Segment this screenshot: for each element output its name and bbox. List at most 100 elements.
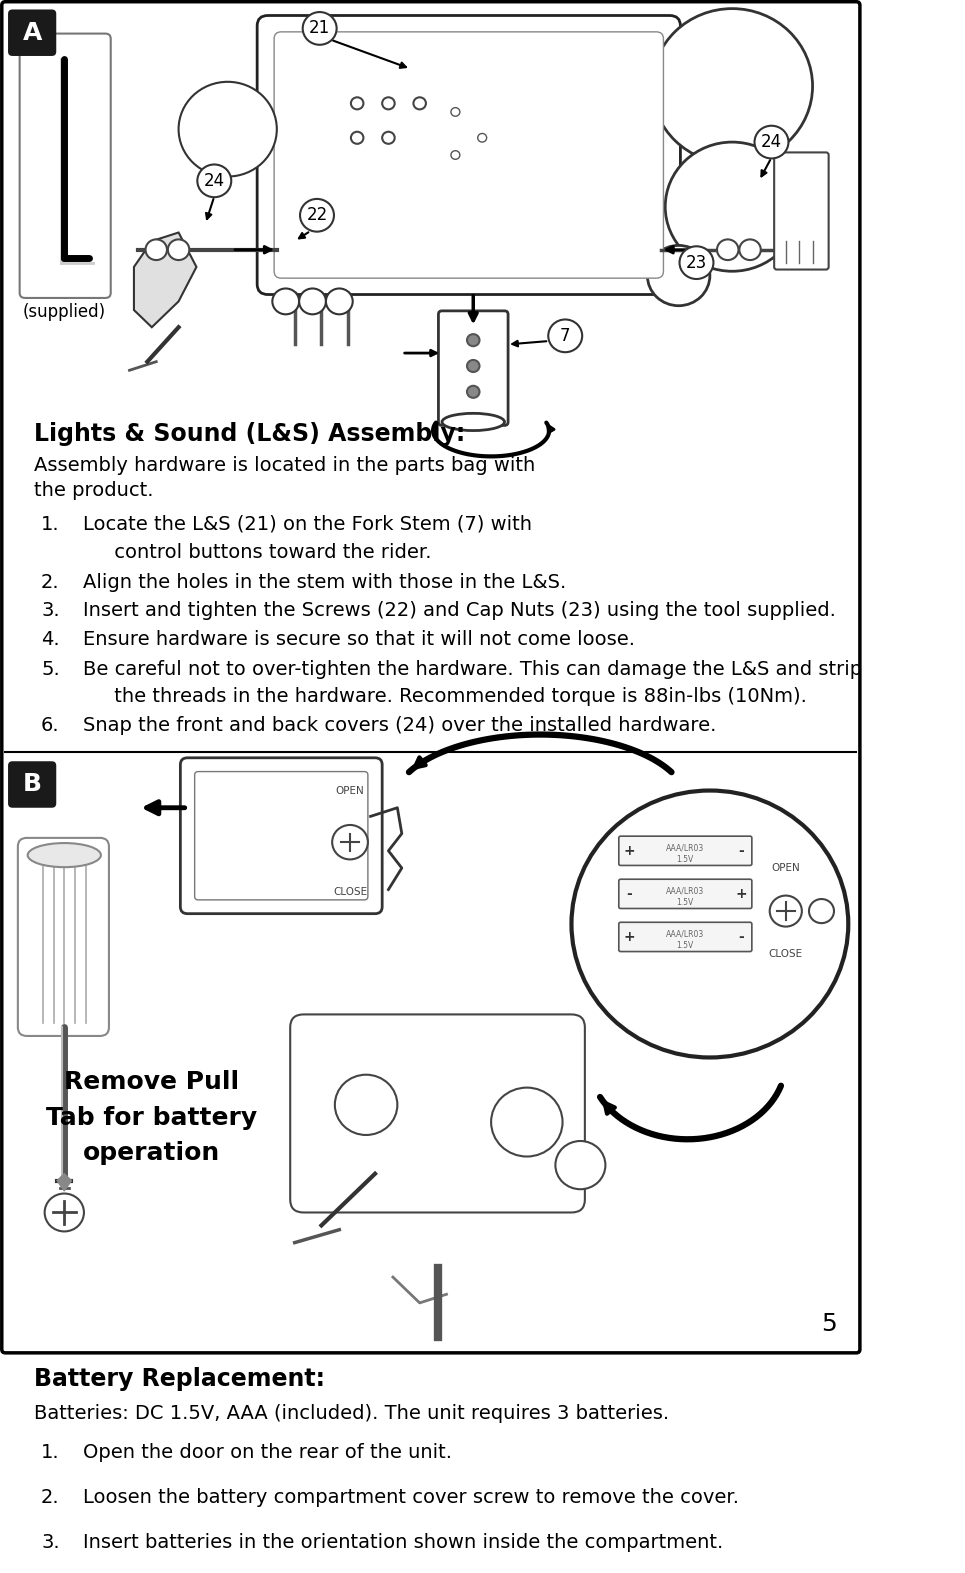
Circle shape — [332, 824, 368, 859]
Circle shape — [326, 288, 352, 315]
Circle shape — [197, 99, 259, 159]
Circle shape — [571, 791, 848, 1057]
FancyBboxPatch shape — [257, 16, 680, 294]
Text: control buttons toward the rider.: control buttons toward the rider. — [83, 543, 431, 562]
Text: B: B — [22, 772, 41, 796]
FancyBboxPatch shape — [619, 837, 752, 865]
Text: 23: 23 — [686, 253, 707, 272]
Text: AAA/LR03: AAA/LR03 — [666, 843, 704, 853]
Text: Be careful not to over-tighten the hardware. This can damage the L&S and strip: Be careful not to over-tighten the hardw… — [83, 659, 862, 678]
Text: 4.: 4. — [41, 631, 60, 650]
Text: 1.5V: 1.5V — [676, 898, 694, 908]
Text: AAA/LR03: AAA/LR03 — [666, 887, 704, 895]
Text: OPEN: OPEN — [771, 864, 800, 873]
Text: Ensure hardware is secure so that it will not come loose.: Ensure hardware is secure so that it wil… — [83, 631, 635, 650]
Circle shape — [491, 1087, 563, 1156]
Text: Assembly hardware is located in the parts bag with: Assembly hardware is located in the part… — [34, 456, 536, 475]
Text: Insert batteries in the orientation shown inside the compartment.: Insert batteries in the orientation show… — [83, 1532, 724, 1553]
Text: 1.: 1. — [41, 514, 60, 533]
Text: 7: 7 — [560, 327, 570, 344]
Text: Open the door on the rear of the unit.: Open the door on the rear of the unit. — [83, 1444, 452, 1463]
Text: Locate the L&S (21) on the Fork Stem (7) with: Locate the L&S (21) on the Fork Stem (7)… — [83, 514, 532, 533]
Circle shape — [300, 198, 334, 231]
Text: Batteries: DC 1.5V, AAA (included). The unit requires 3 batteries.: Batteries: DC 1.5V, AAA (included). The … — [34, 1403, 669, 1422]
Circle shape — [755, 126, 788, 159]
FancyBboxPatch shape — [438, 311, 509, 425]
Circle shape — [351, 132, 364, 143]
Circle shape — [548, 319, 582, 352]
Text: 5.: 5. — [41, 659, 60, 678]
Text: 1.5V: 1.5V — [676, 941, 694, 950]
FancyBboxPatch shape — [8, 761, 56, 809]
Text: 2.: 2. — [41, 1488, 60, 1507]
Polygon shape — [134, 233, 197, 327]
Text: Loosen the battery compartment cover screw to remove the cover.: Loosen the battery compartment cover scr… — [83, 1488, 739, 1507]
FancyBboxPatch shape — [2, 2, 860, 1353]
Circle shape — [556, 1140, 605, 1189]
Text: -: - — [626, 887, 632, 901]
Text: +: + — [623, 930, 635, 944]
Text: the product.: the product. — [34, 480, 153, 500]
Circle shape — [467, 333, 480, 346]
FancyBboxPatch shape — [195, 772, 368, 900]
Circle shape — [467, 360, 480, 371]
Circle shape — [478, 134, 486, 142]
Circle shape — [299, 288, 326, 315]
Circle shape — [382, 132, 395, 143]
Text: -: - — [738, 843, 744, 857]
Circle shape — [451, 107, 460, 116]
FancyBboxPatch shape — [19, 33, 111, 297]
Circle shape — [179, 82, 277, 176]
Circle shape — [168, 239, 189, 260]
Text: -: - — [738, 930, 744, 944]
Circle shape — [809, 900, 834, 923]
Text: 22: 22 — [306, 206, 327, 225]
FancyBboxPatch shape — [619, 879, 752, 909]
Circle shape — [303, 13, 337, 44]
Circle shape — [770, 895, 802, 926]
Polygon shape — [57, 1173, 71, 1191]
Text: Insert and tighten the Screws (22) and Cap Nuts (23) using the tool supplied.: Insert and tighten the Screws (22) and C… — [83, 601, 836, 620]
Text: 3.: 3. — [41, 601, 60, 620]
Circle shape — [335, 1074, 398, 1136]
Circle shape — [413, 98, 426, 110]
Circle shape — [272, 288, 299, 315]
Circle shape — [739, 239, 760, 260]
FancyBboxPatch shape — [180, 758, 382, 914]
Ellipse shape — [442, 414, 505, 431]
Circle shape — [717, 239, 738, 260]
Circle shape — [197, 165, 232, 197]
Circle shape — [351, 98, 364, 110]
FancyBboxPatch shape — [774, 153, 829, 269]
Text: Lights & Sound (L&S) Assembly:: Lights & Sound (L&S) Assembly: — [34, 422, 465, 447]
Circle shape — [211, 113, 244, 145]
Text: 21: 21 — [309, 19, 330, 38]
FancyBboxPatch shape — [18, 838, 109, 1037]
Text: 24: 24 — [761, 134, 782, 151]
Text: A: A — [22, 20, 41, 44]
Text: AAA/LR03: AAA/LR03 — [666, 930, 704, 939]
Text: the threads in the hardware. Recommended torque is 88in-lbs (10Nm).: the threads in the hardware. Recommended… — [83, 687, 807, 706]
Text: CLOSE: CLOSE — [769, 949, 803, 960]
Circle shape — [665, 142, 799, 271]
FancyBboxPatch shape — [8, 9, 56, 57]
Circle shape — [648, 245, 710, 305]
Text: 1.: 1. — [41, 1444, 60, 1463]
Circle shape — [679, 247, 713, 278]
Text: 6.: 6. — [41, 716, 60, 736]
Circle shape — [467, 385, 480, 398]
Text: +: + — [735, 887, 747, 901]
Text: OPEN: OPEN — [336, 785, 365, 796]
Text: 24: 24 — [204, 171, 225, 190]
Text: 1.5V: 1.5V — [676, 854, 694, 864]
Text: Snap the front and back covers (24) over the installed hardware.: Snap the front and back covers (24) over… — [83, 716, 716, 736]
Text: Battery Replacement:: Battery Replacement: — [34, 1367, 325, 1392]
Circle shape — [382, 98, 395, 110]
FancyBboxPatch shape — [290, 1015, 585, 1213]
Text: 5: 5 — [821, 1312, 837, 1335]
Text: CLOSE: CLOSE — [333, 887, 367, 897]
Text: +: + — [623, 843, 635, 857]
Circle shape — [44, 1194, 84, 1232]
FancyBboxPatch shape — [274, 31, 664, 278]
Text: Remove Pull
Tab for battery
operation: Remove Pull Tab for battery operation — [46, 1070, 258, 1166]
